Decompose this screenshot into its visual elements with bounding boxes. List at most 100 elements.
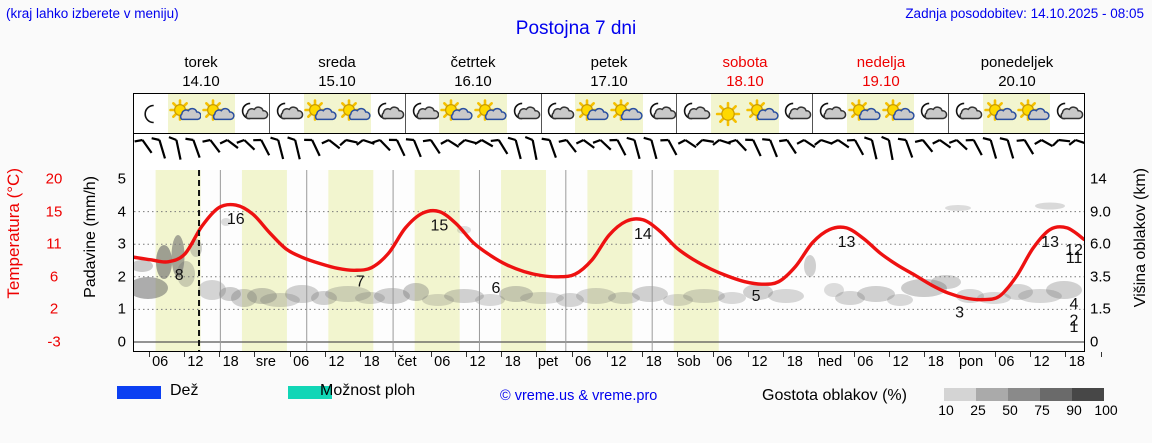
x-tick-mark <box>853 352 855 357</box>
x-tick-pet: pet <box>537 354 559 370</box>
wind-barb-svg <box>134 135 1084 161</box>
moon-cloud-icon <box>779 94 813 133</box>
x-tick-18: 18 <box>363 354 380 370</box>
temperature-value-label: 8 <box>175 267 184 284</box>
cloud-density-tick: 75 <box>1034 402 1050 418</box>
day-header-row: torek 14.10 sreda 15.10 četrtek 16.10 petek 17.… <box>133 52 1085 92</box>
cloud-height-axis-title: Višina oblakov (km) <box>1132 168 1149 308</box>
icon-day-5 <box>813 94 950 133</box>
day-name: torek <box>184 54 218 71</box>
temperature-value-label: 1 <box>1070 319 1079 336</box>
temperature-value-label: 6 <box>491 280 500 297</box>
icon-day-6 <box>949 94 1084 133</box>
page-title: Postojna 7 dni <box>515 18 637 39</box>
rain-label: Dež <box>170 382 199 399</box>
precipitation-tick: 2 <box>117 268 126 286</box>
day-header-sobota: sobota 18.10 <box>677 52 813 92</box>
cloud-density-band-2 <box>1008 388 1040 401</box>
day-date: 18.10 <box>726 73 764 90</box>
day-header-ponedeljek: ponedeljek 20.10 <box>949 52 1085 92</box>
sun-cloud-icon <box>847 94 881 133</box>
x-tick-mark <box>395 352 397 357</box>
day-name: sreda <box>318 54 356 71</box>
icon-day-1 <box>270 94 406 133</box>
x-tick-18: 18 <box>786 354 803 370</box>
day-date: 14.10 <box>182 73 220 90</box>
cloud-density-band-1 <box>976 388 1008 401</box>
moon-cloud-icon <box>270 94 304 133</box>
x-tick-mark <box>677 352 679 357</box>
x-tick-18: 18 <box>504 354 521 370</box>
sun-cloud-icon <box>337 94 372 133</box>
x-tick-06: 06 <box>434 354 451 370</box>
cloud-density-label: Gostota oblakov (%) <box>762 387 907 404</box>
moon-cloud-icon <box>914 94 948 133</box>
x-tick-mark <box>888 352 890 357</box>
moon-cloud-icon <box>813 94 847 133</box>
cloud-height-tick: 14 <box>1090 170 1107 188</box>
temperature-tick: 20 <box>45 170 63 188</box>
x-tick-mark <box>924 352 926 357</box>
cloud-height-tick: 1.5 <box>1090 300 1111 318</box>
day-header-torek: torek 14.10 <box>133 52 269 92</box>
temperature-value-label: 4 <box>1070 296 1079 313</box>
moon-cloud-icon <box>643 94 677 133</box>
location-menu-hint: (kraj lahko izberete v meniju) <box>6 6 179 21</box>
x-tick-12: 12 <box>892 354 909 370</box>
weather-icon-band <box>133 93 1085 134</box>
cloud-height-tick: 9.0 <box>1090 203 1111 221</box>
sun-cloud-icon <box>880 94 915 133</box>
sun-cloud-icon <box>1016 94 1051 133</box>
day-date: 20.10 <box>998 73 1036 90</box>
moon-cloud-icon <box>406 94 440 133</box>
cloud-density-tick: 50 <box>1002 402 1018 418</box>
x-tick-mark <box>606 352 608 357</box>
x-tick-06: 06 <box>293 354 310 370</box>
x-tick-čet: čet <box>397 354 417 370</box>
icon-day-4 <box>677 94 814 133</box>
cloud-density-tick: 100 <box>1094 402 1118 418</box>
icon-day-2 <box>406 94 542 133</box>
x-tick-mark <box>148 352 150 357</box>
moon-cloud-icon <box>235 94 269 133</box>
legend: Dež Možnost ploh <box>0 382 1152 416</box>
icon-day-3 <box>542 94 678 133</box>
x-tick-mark <box>642 352 644 357</box>
x-tick-18: 18 <box>222 354 239 370</box>
x-tick-mark <box>1100 352 1102 357</box>
x-tick-mark <box>465 352 467 357</box>
x-tick-06: 06 <box>857 354 874 370</box>
moon-cloud-icon <box>677 94 711 133</box>
sun-cloud-icon <box>201 94 236 133</box>
x-tick-12: 12 <box>469 354 486 370</box>
temperature-value-label: 5 <box>752 288 761 305</box>
x-tick-mark <box>360 352 362 357</box>
meteogram-plot: 8 16 7 15 6 14 5 13 3 13 2 11 1 12 4 <box>133 170 1085 352</box>
sun-cloud-icon <box>575 94 610 133</box>
x-tick-mark <box>183 352 185 357</box>
x-tick-mark <box>536 352 538 357</box>
cloud-height-tick: 6.0 <box>1090 235 1111 253</box>
day-date: 16.10 <box>454 73 492 90</box>
moon-cloud-icon <box>542 94 576 133</box>
sun-cloud-icon <box>167 94 202 133</box>
x-tick-18: 18 <box>1068 354 1085 370</box>
day-date: 19.10 <box>862 73 900 90</box>
day-name: nedelja <box>856 54 906 71</box>
x-tick-mark <box>783 352 785 357</box>
moon-cloud-icon <box>949 94 983 133</box>
day-date: 17.10 <box>590 73 628 90</box>
showers-swatch <box>288 386 332 399</box>
sun-cloud-icon <box>744 94 779 133</box>
temperature-value-label: 7 <box>356 273 365 290</box>
sun-cloud-icon <box>609 94 643 133</box>
x-tick-mark <box>571 352 573 357</box>
x-axis-tick-labels: 06 12 18 sre 06 12 18 čet 06 12 18 pet 06 12 18 sob 06 12… <box>133 354 1085 374</box>
temperature-value-label: 2 <box>1070 312 1079 329</box>
x-tick-mark <box>254 352 256 357</box>
cloud-density-ramp <box>944 388 1104 401</box>
temperature-value-label: 11 <box>1066 250 1083 267</box>
copyright-link[interactable]: © vreme.us & vreme.pro <box>500 388 658 404</box>
day-name: četrtek <box>450 54 496 71</box>
